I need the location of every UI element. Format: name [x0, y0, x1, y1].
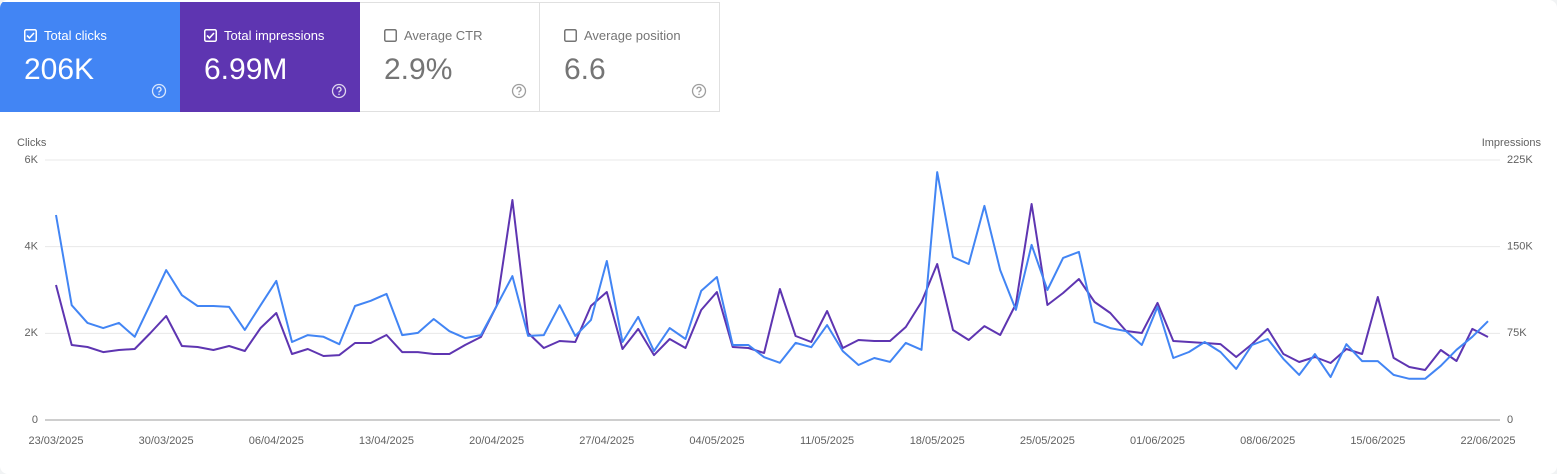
- x-tick-label: 25/05/2025: [1020, 435, 1075, 447]
- metric-card[interactable]: Total clicks 206K: [0, 2, 180, 112]
- metric-value: 6.6: [564, 53, 606, 86]
- x-tick-label: 20/04/2025: [469, 435, 524, 447]
- x-tick-label: 23/03/2025: [28, 435, 83, 447]
- checkbox[interactable]: [564, 29, 577, 42]
- x-tick-label: 22/06/2025: [1460, 435, 1515, 447]
- y-tick-label: 2K: [25, 327, 39, 339]
- metric-card[interactable]: Average position 6.6: [540, 2, 720, 112]
- x-tick-label: 04/05/2025: [689, 435, 744, 447]
- x-tick-label: 06/04/2025: [249, 435, 304, 447]
- checkbox[interactable]: [384, 29, 397, 42]
- series-line: [55, 171, 1489, 380]
- metric-label: Average CTR: [404, 28, 483, 43]
- help-icon[interactable]: [691, 83, 707, 99]
- metric-value: 206K: [24, 53, 95, 86]
- metric-card[interactable]: Average CTR 2.9%: [360, 2, 540, 112]
- x-tick-label: 13/04/2025: [359, 435, 414, 447]
- y-tick-label: 6K: [25, 154, 39, 166]
- metric-label: Average position: [584, 28, 681, 43]
- metric-label: Total clicks: [44, 28, 107, 43]
- series-line: [55, 199, 1489, 371]
- y2-tick-label: 75K: [1507, 327, 1527, 339]
- y2-tick-label: 150K: [1507, 241, 1533, 253]
- checkbox[interactable]: [24, 29, 37, 42]
- metric-value: 2.9%: [384, 53, 453, 86]
- metric-cards: Total clicks 206K Total impressions 6.99M Av…: [0, 2, 720, 112]
- metric-card[interactable]: Total impressions 6.99M: [180, 2, 360, 112]
- x-tick-label: 30/03/2025: [139, 435, 194, 447]
- metric-value: 6.99M: [204, 53, 288, 86]
- y2-tick-label: 0: [1507, 414, 1513, 426]
- y-tick-label: 4K: [25, 241, 39, 253]
- checkbox[interactable]: [204, 29, 217, 42]
- y2-tick-label: 225K: [1507, 154, 1533, 166]
- x-tick-label: 27/04/2025: [579, 435, 634, 447]
- y-axis-title: Clicks: [17, 137, 47, 149]
- x-tick-label: 15/06/2025: [1350, 435, 1405, 447]
- x-tick-label: 01/06/2025: [1130, 435, 1185, 447]
- x-tick-label: 08/06/2025: [1240, 435, 1295, 447]
- y2-axis-title: Impressions: [1482, 137, 1542, 149]
- help-icon[interactable]: [151, 83, 167, 99]
- y-tick-label: 0: [32, 414, 38, 426]
- help-icon[interactable]: [331, 83, 347, 99]
- metric-label: Total impressions: [224, 28, 325, 43]
- help-icon[interactable]: [511, 83, 527, 99]
- x-tick-label: 18/05/2025: [910, 435, 965, 447]
- x-tick-label: 11/05/2025: [800, 435, 854, 447]
